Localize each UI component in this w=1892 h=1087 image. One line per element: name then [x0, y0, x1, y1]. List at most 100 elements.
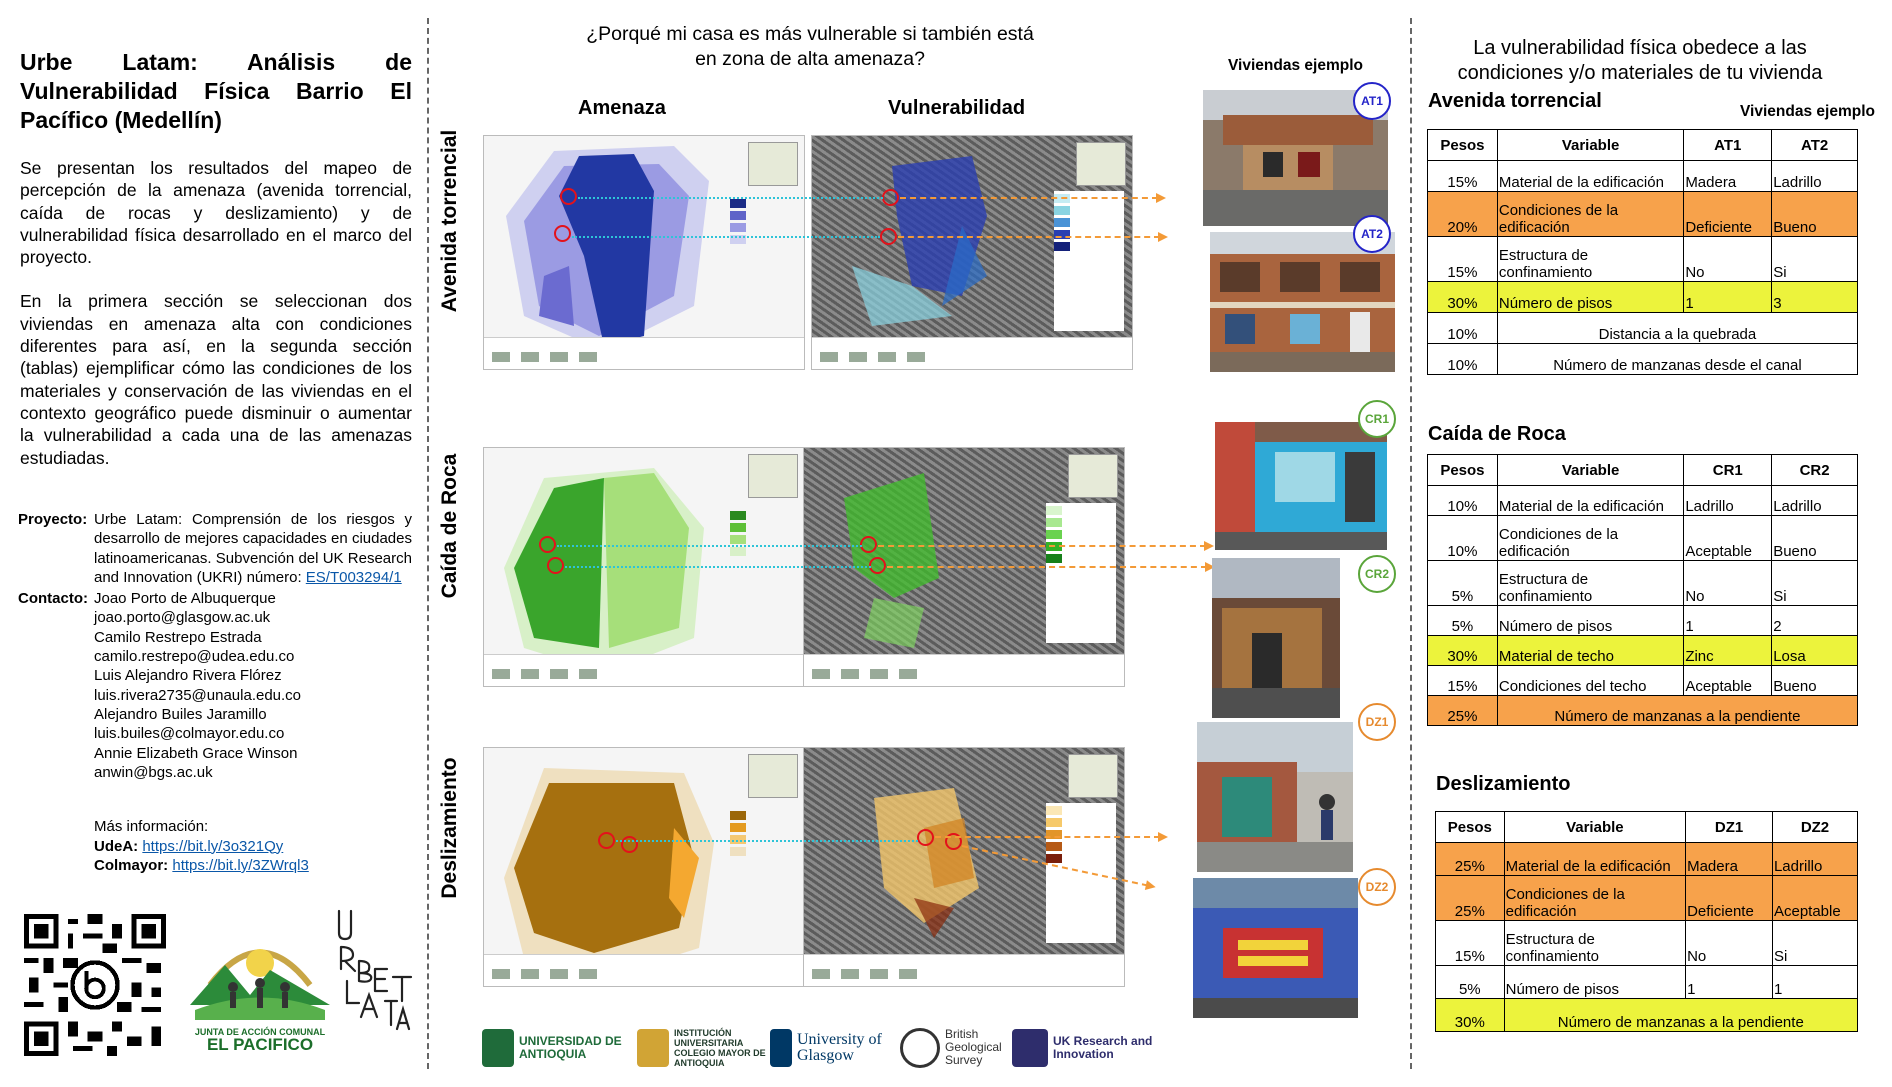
map-amenaza-roca[interactable]	[483, 447, 805, 687]
cell-variable: Número de manzanas desde el canal	[1496, 343, 1859, 375]
logo-bgs[interactable]: British Geological Survey	[900, 1025, 1015, 1070]
connector-line	[616, 840, 918, 842]
cell-variable: Número de pisos	[1496, 605, 1685, 636]
project-link[interactable]: ES/T003294/1	[305, 568, 402, 586]
cell-house-2: Si	[1771, 560, 1858, 606]
house-photo-dz1[interactable]	[1197, 722, 1353, 872]
map-vulnerabilidad-deslizamiento[interactable]	[803, 747, 1125, 987]
cell-peso: 30%	[1427, 635, 1498, 666]
cell-house-1: Madera	[1685, 842, 1773, 876]
table-row: 10% Número de manzanas desde el canal	[1427, 343, 1859, 375]
cell-variable: Número de manzanas a la pendiente	[1496, 695, 1859, 726]
map-amenaza-deslizamiento[interactable]	[483, 747, 805, 987]
badge-dz1[interactable]: DZ1	[1358, 703, 1396, 741]
cell-house-2: Si	[1771, 920, 1859, 966]
cell-peso: 10%	[1427, 485, 1498, 516]
logo-ukri[interactable]: UK Research and Innovation	[1012, 1025, 1153, 1070]
table-row: 10% Condiciones de la edificación Aceptabl…	[1427, 515, 1858, 561]
colmayor-icon	[637, 1028, 669, 1067]
contact-line[interactable]: luis.builes@colmayor.edu.co	[94, 725, 285, 743]
house-marker-at1-amenaza[interactable]	[560, 188, 577, 205]
house-marker-dz2-amenaza[interactable]	[621, 836, 638, 853]
qr-code[interactable]	[20, 910, 170, 1060]
column-header-amenaza: Amenaza	[578, 97, 666, 119]
arrow-to-at1	[900, 193, 1166, 203]
cell-variable: Distancia a la quebrada	[1496, 312, 1859, 344]
badge-cr1[interactable]: CR1	[1358, 400, 1396, 438]
house-marker-at2-vuln[interactable]	[880, 228, 897, 245]
map-footer	[484, 337, 804, 369]
badge-at1[interactable]: AT1	[1353, 82, 1391, 120]
udea-link[interactable]: https://bit.ly/3o321Qy	[142, 837, 284, 855]
house-marker-at1-vuln[interactable]	[882, 189, 899, 206]
table-row: 15% Estructura de confinamiento No Si	[1427, 236, 1858, 282]
cell-house-2: Aceptable	[1771, 875, 1859, 921]
cell-peso: 5%	[1427, 605, 1498, 636]
map-footer	[484, 654, 804, 686]
cell-variable: Condiciones del techo	[1496, 665, 1685, 696]
house-marker-cr1-amenaza[interactable]	[539, 536, 556, 553]
contact-line[interactable]: anwin@bgs.ac.uk	[94, 763, 213, 781]
logo-glasgow-text: University of Glasgow	[797, 1030, 882, 1064]
table-row: 25% Material de la edificación Madera Ladri…	[1435, 842, 1859, 876]
cell-house-2: Si	[1771, 236, 1858, 282]
house-photo-dz2[interactable]	[1193, 878, 1358, 1018]
colmayor-link[interactable]: https://bit.ly/3ZWrql3	[172, 857, 309, 874]
jac-logo: JUNTA DE ACCIÓN COMUNAL EL PACIFICO	[185, 925, 335, 1055]
house-marker-dz1-amenaza[interactable]	[598, 832, 615, 849]
logo-udea[interactable]: UNIVERSIDAD DE ANTIOQUIA	[482, 1025, 639, 1070]
column-header-house-1: CR1	[1683, 454, 1773, 486]
cell-house-2: 2	[1771, 605, 1858, 636]
house-photo-cr2[interactable]	[1212, 558, 1340, 718]
contact-list: Joao Porto de Albuquerque joao.porto@gla…	[94, 589, 412, 782]
table-row: 20% Condiciones de la edificación Deficien…	[1427, 191, 1858, 237]
house-marker-cr2-vuln[interactable]	[869, 557, 886, 574]
badge-cr2[interactable]: CR2	[1358, 555, 1396, 593]
table-row: 25% Número de manzanas a la pendiente	[1427, 695, 1859, 726]
house-marker-dz1-vuln[interactable]	[917, 829, 934, 846]
jac-logo-line2: EL PACIFICO	[206, 1035, 314, 1054]
house-photo-at2[interactable]	[1210, 232, 1395, 372]
map-inset	[748, 142, 798, 186]
project-text: Urbe Latam: Comprensión de los riesgos y…	[94, 511, 412, 586]
logo-colmayor[interactable]: INSTITUCIÓN UNIVERSITARIA COLEGIO MAYOR …	[637, 1025, 779, 1070]
house-marker-cr2-amenaza[interactable]	[547, 557, 564, 574]
cell-house-1: No	[1683, 236, 1773, 282]
map-footer	[804, 954, 1124, 986]
table-row: 25% Condiciones de la edificación Deficien…	[1435, 875, 1859, 921]
house-marker-cr1-vuln[interactable]	[860, 536, 877, 553]
cell-peso: 15%	[1427, 665, 1498, 696]
contact-line[interactable]: camilo.restrepo@udea.edu.co	[94, 648, 295, 666]
column-header-variable: Variable	[1496, 454, 1685, 486]
column-header-house-2: DZ2	[1771, 811, 1859, 843]
cell-variable: Estructura de confinamiento	[1496, 236, 1685, 282]
house-marker-dz2-vuln[interactable]	[945, 833, 962, 850]
column-header-pesos: Pesos	[1435, 811, 1505, 843]
table-deslizamiento: Pesos Variable DZ1 DZ2 25% Material de la edi…	[1435, 811, 1859, 1032]
contact-line[interactable]: joao.porto@glasgow.ac.uk	[94, 609, 271, 627]
cell-house-1: No	[1685, 920, 1773, 966]
urbe-latam-logo	[333, 905, 418, 1035]
connector-line	[572, 236, 880, 238]
map-inset	[1068, 454, 1118, 498]
arrow-to-dz1	[935, 832, 1168, 842]
map-legend	[730, 508, 796, 559]
intro-paragraph-2: En la primera sección se seleccionan dos…	[20, 291, 412, 468]
map-footer	[484, 954, 804, 986]
cell-house-2: 3	[1771, 281, 1858, 313]
badge-dz2[interactable]: DZ2	[1358, 868, 1396, 906]
map-vulnerabilidad-avenida[interactable]	[811, 135, 1133, 370]
viviendas-ejemplo-header: Viviendas ejemplo	[1228, 57, 1363, 74]
column-header-house-1: DZ1	[1685, 811, 1773, 843]
house-photo-cr1[interactable]	[1215, 422, 1387, 550]
map-amenaza-avenida[interactable]	[483, 135, 805, 370]
table-row: 10% Material de la edificación Ladrillo Lad…	[1427, 485, 1858, 516]
column-header-pesos: Pesos	[1427, 454, 1498, 486]
contact-line[interactable]: luis.rivera2735@unaula.edu.co	[94, 686, 302, 704]
cell-variable: Condiciones de la edificación	[1496, 191, 1685, 237]
logo-glasgow[interactable]: University of Glasgow	[770, 1025, 887, 1070]
house-marker-at2-amenaza[interactable]	[554, 225, 571, 242]
map-legend	[1046, 803, 1116, 943]
badge-at2[interactable]: AT2	[1353, 215, 1391, 253]
column-header-variable: Variable	[1503, 811, 1687, 843]
